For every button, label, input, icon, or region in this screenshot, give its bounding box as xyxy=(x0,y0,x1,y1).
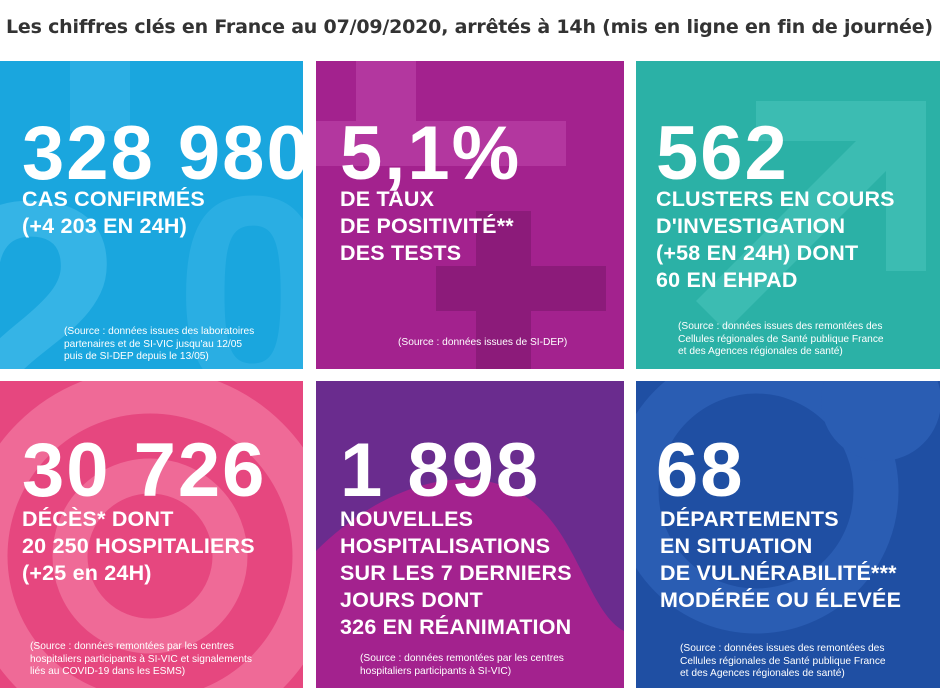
tile-hospitalizations: 1 898 NOUVELLES HOSPITALISATIONS SUR LES… xyxy=(316,381,624,688)
svg-text:0: 0 xyxy=(175,139,303,369)
tile-deaths: 30 726 DÉCÈS* DONT 20 250 HOSPITALIERS (… xyxy=(0,381,303,688)
hospitalizations-label: NOUVELLES HOSPITALISATIONS SUR LES 7 DER… xyxy=(340,507,572,639)
positivity-rate-source: (Source : données issues de SI-DEP) xyxy=(398,337,568,348)
positivity-rate-value: 5,1% xyxy=(340,111,522,196)
hospitalizations-value: 1 898 xyxy=(340,428,541,513)
deaths-value: 30 726 xyxy=(22,428,267,513)
wave-decoration xyxy=(316,479,624,688)
deaths-source: (Source : données remontées par les cent… xyxy=(30,641,252,677)
confirmed-cases-label: CAS CONFIRMÉS (+4 203 EN 24H) xyxy=(22,187,205,238)
hospitalizations-source: (Source : données remontées par les cent… xyxy=(360,653,564,677)
confirmed-cases-value: 328 980 xyxy=(22,111,303,196)
clusters-value: 562 xyxy=(656,111,789,196)
deaths-label: DÉCÈS* DONT 20 250 HOSPITALIERS (+25 en … xyxy=(22,507,255,585)
tile-confirmed-cases: 2 0 328 980 CAS CONFIRMÉS (+4 203 EN 24H… xyxy=(0,61,303,369)
tile-positivity-rate: 5,1% DE TAUX DE POSITIVITÉ** DES TESTS (… xyxy=(316,61,624,369)
page-title: Les chiffres clés en France au 07/09/202… xyxy=(6,16,933,38)
plus-sign-decoration xyxy=(316,61,606,369)
clusters-label: CLUSTERS EN COURS D'INVESTIGATION (+58 E… xyxy=(656,187,895,292)
clusters-source: (Source : données issues des remontées d… xyxy=(678,321,884,357)
positivity-rate-label: DE TAUX DE POSITIVITÉ** DES TESTS xyxy=(340,187,514,265)
tile-departments: 68 DÉPARTEMENTS EN SITUATION DE VULNÉRAB… xyxy=(636,381,940,688)
arrow-decoration xyxy=(696,101,926,331)
departments-value: 68 xyxy=(656,428,745,513)
target-circles-decoration xyxy=(0,381,303,688)
svg-text:2: 2 xyxy=(0,132,124,369)
magnifier-decoration xyxy=(636,381,940,634)
tile-clusters: 562 CLUSTERS EN COURS D'INVESTIGATION (+… xyxy=(636,61,940,369)
departments-source: (Source : données issues des remontées d… xyxy=(680,643,886,679)
departments-label: DÉPARTEMENTS EN SITUATION DE VULNÉRABILI… xyxy=(660,507,902,612)
background-digits-decoration: 2 0 xyxy=(0,61,303,369)
confirmed-cases-source: (Source : données issues des laboratoire… xyxy=(64,326,255,362)
